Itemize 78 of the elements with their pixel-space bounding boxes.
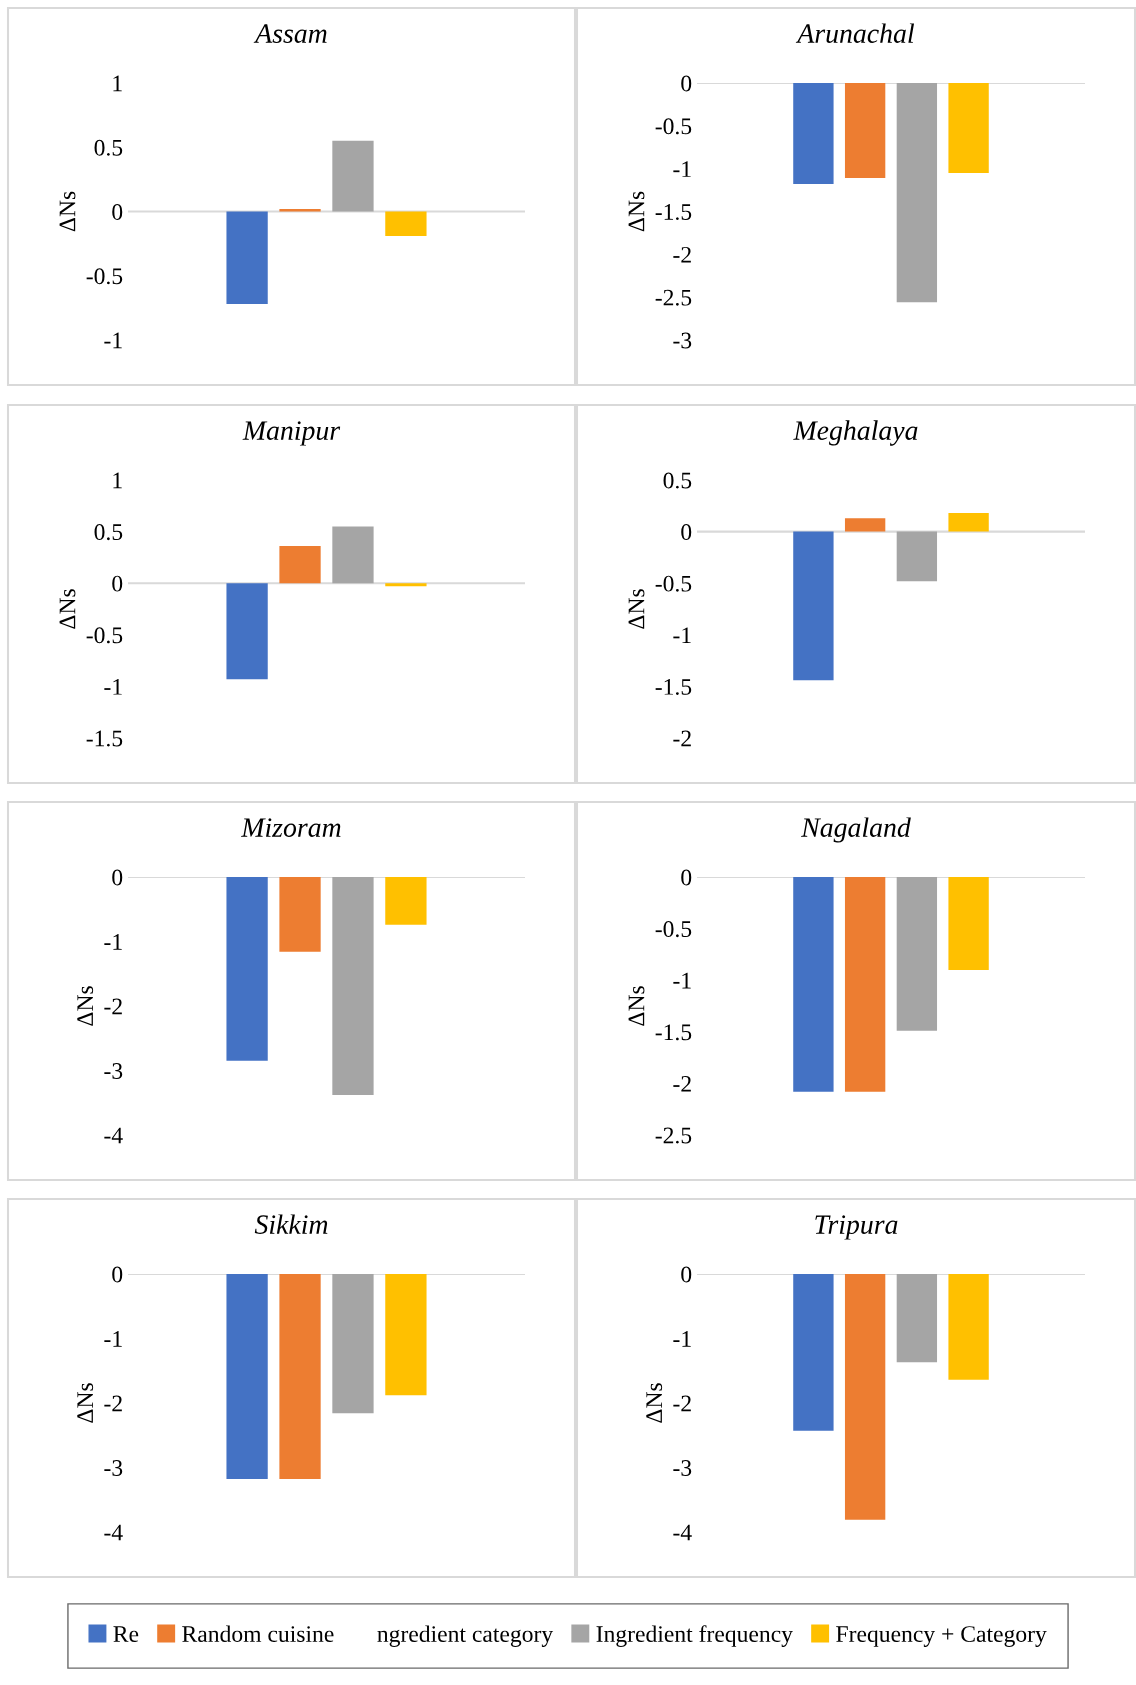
y-tick-label: -1.5 [655, 204, 692, 221]
y-axis-title: ΔNs [59, 191, 76, 232]
y-tick-label: -2 [673, 246, 691, 263]
y-tick-label: -1 [673, 161, 691, 177]
bar [844, 518, 886, 532]
chart-title: Nagaland [801, 817, 911, 843]
y-tick-label: -2.5 [655, 289, 692, 306]
y-tick-label: 0 [112, 203, 123, 220]
y-tick-label: -4 [104, 1524, 123, 1541]
y-tick-label: -1.5 [86, 730, 123, 747]
y-tick-label: -1 [673, 1331, 691, 1347]
legend-label: Frequency + Category [836, 1626, 1047, 1647]
y-tick-label: -0.5 [655, 118, 692, 135]
y-tick-label: -2 [673, 1395, 691, 1412]
y-tick-label: 0 [112, 575, 123, 592]
bar [226, 211, 268, 305]
y-tick-label: 0 [681, 75, 692, 92]
y-tick-label: 0 [112, 1266, 123, 1283]
y-tick-label: 0.5 [94, 139, 123, 156]
y-tick-label: 0 [681, 869, 692, 886]
y-tick-label: -1 [104, 1331, 122, 1347]
y-tick-label: -1 [104, 679, 122, 695]
y-tick-label: -3 [104, 1460, 123, 1476]
y-tick-label: -2 [104, 1395, 122, 1412]
legend-label: Re [113, 1626, 139, 1643]
y-tick-label: -3 [673, 1460, 692, 1476]
y-tick-label: -1 [673, 972, 691, 989]
chart-title: Meghalaya [793, 420, 918, 446]
legend-label: Random cuisine [182, 1625, 334, 1643]
y-tick-label: -2 [673, 730, 691, 747]
chart-title: Tripura [815, 1215, 898, 1240]
y-tick-label: -0.5 [655, 575, 692, 592]
y-tick-label: -1.5 [655, 679, 692, 695]
chart-title: Assam [253, 24, 327, 43]
y-tick-label: 0 [112, 869, 123, 886]
chart-title: Sikkim [254, 1214, 328, 1234]
y-tick-label: -1 [673, 627, 691, 643]
bar [385, 211, 427, 236]
y-tick-label: 0.5 [663, 472, 692, 489]
chart-title: Arunachal [795, 23, 915, 44]
chart-title: Manipur [242, 421, 341, 446]
y-tick-label: -4 [104, 1127, 123, 1144]
y-tick-label: -1.5 [655, 1024, 692, 1041]
y-tick-label: -2 [104, 998, 122, 1015]
y-axis-title: ΔNs [77, 1383, 94, 1423]
y-tick-label: -1 [104, 934, 122, 950]
y-tick-label: -1 [104, 332, 122, 349]
bar [948, 513, 989, 532]
bar [279, 208, 321, 212]
y-tick-label: -0.5 [86, 268, 123, 285]
bar [332, 140, 374, 212]
bar [279, 546, 321, 584]
y-tick-label: -0.5 [655, 921, 692, 938]
y-tick-label: 0.5 [94, 524, 123, 541]
bar [793, 531, 834, 681]
y-axis-title: ΔNs [628, 986, 645, 1026]
y-axis-title: ΔNs [628, 589, 645, 629]
y-tick-label: -0.5 [86, 627, 123, 644]
y-tick-label: -3 [673, 332, 692, 349]
y-axis-title: ΔNs [77, 986, 94, 1026]
y-tick-label: -4 [673, 1524, 692, 1541]
y-axis-title: ΔNs [59, 589, 76, 629]
y-axis-title: ΔNs [628, 191, 645, 232]
bar [226, 583, 268, 680]
y-tick-label: 0 [681, 524, 692, 541]
y-tick-label: -3 [104, 1063, 123, 1079]
y-tick-label: 1 [113, 472, 122, 489]
y-tick-label: -2 [673, 1075, 691, 1092]
bar [385, 583, 427, 587]
chart-title: Mizoram [241, 818, 341, 837]
y-tick-label: 0 [681, 1266, 692, 1283]
y-tick-label: -2.5 [655, 1127, 692, 1144]
legend-label: Ingredient frequency [596, 1625, 793, 1647]
text: ngredient category [377, 1625, 554, 1647]
bar [332, 526, 374, 584]
y-axis-title: ΔNs [646, 1383, 663, 1423]
y-tick-label: 1 [113, 75, 122, 92]
bar [896, 531, 938, 582]
